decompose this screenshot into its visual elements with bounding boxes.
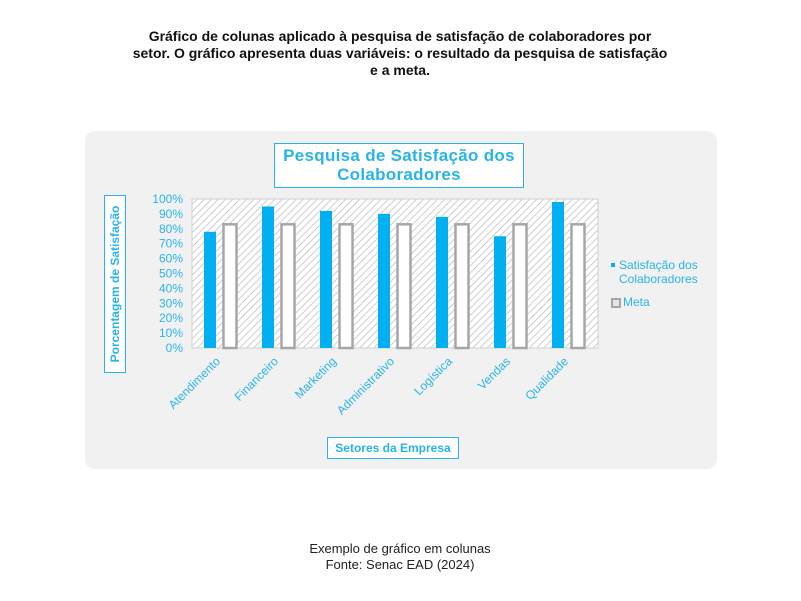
- bar-meta: [222, 223, 238, 350]
- x-tick-label: Administrativo: [334, 354, 397, 417]
- x-tick-label: Logística: [411, 354, 455, 398]
- y-tick-label: 90%: [159, 207, 183, 221]
- caption-line-2: Fonte: Senac EAD (2024): [325, 557, 475, 572]
- y-tick-label: 10%: [159, 326, 183, 340]
- y-tick-label: 0%: [166, 341, 184, 355]
- legend-item-meta: Meta: [611, 295, 650, 309]
- bar-meta: [396, 223, 412, 350]
- bar-meta: [454, 223, 470, 350]
- bar-satisfacao: [320, 210, 332, 348]
- legend-swatch-meta: [611, 298, 621, 308]
- y-tick-label: 80%: [159, 222, 183, 236]
- x-tick-label: Atendimento: [166, 354, 224, 412]
- legend-swatch-satisfacao: [611, 263, 615, 267]
- x-tick-label: Financeiro: [232, 354, 282, 404]
- caption-line-1: Exemplo de gráfico em colunas: [309, 541, 491, 556]
- bar-satisfacao: [204, 231, 216, 348]
- bar-satisfacao: [436, 216, 448, 348]
- y-tick-label: 20%: [159, 311, 183, 325]
- plot-area: [191, 198, 599, 349]
- y-tick-label: 40%: [159, 281, 183, 295]
- legend-item-satisfacao: Satisfação dos Colaboradores: [611, 258, 711, 286]
- figure-caption: Exemplo de gráfico em colunas Fonte: Sen…: [200, 541, 600, 573]
- y-axis-label: Porcentagem de Satisfação: [104, 195, 126, 373]
- bar-satisfacao: [552, 201, 564, 348]
- bar-satisfacao: [494, 236, 506, 348]
- legend-label-satisfacao: Satisfação dos Colaboradores: [619, 258, 698, 286]
- y-tick-label: 60%: [159, 252, 183, 266]
- bar-satisfacao: [262, 206, 274, 348]
- legend-label-meta: Meta: [623, 295, 650, 309]
- bar-meta: [570, 223, 586, 350]
- x-axis-label: Setores da Empresa: [327, 437, 459, 459]
- x-tick-label: Qualidade: [523, 354, 572, 403]
- y-tick-label: 100%: [152, 192, 183, 206]
- bar-meta: [280, 223, 296, 350]
- x-tick-label: Marketing: [292, 354, 339, 401]
- chart-title: Pesquisa de Satisfação dos Colaboradores: [274, 143, 524, 188]
- y-tick-label: 50%: [159, 267, 183, 281]
- y-tick-label: 70%: [159, 237, 183, 251]
- bar-satisfacao: [378, 213, 390, 348]
- bar-meta: [512, 223, 528, 350]
- x-tick-label: Vendas: [475, 354, 513, 392]
- y-axis-label-text: Porcentagem de Satisfação: [108, 205, 122, 363]
- bar-meta: [338, 223, 354, 350]
- page-heading: Gráfico de colunas aplicado à pesquisa d…: [132, 28, 668, 78]
- y-tick-label: 30%: [159, 296, 183, 310]
